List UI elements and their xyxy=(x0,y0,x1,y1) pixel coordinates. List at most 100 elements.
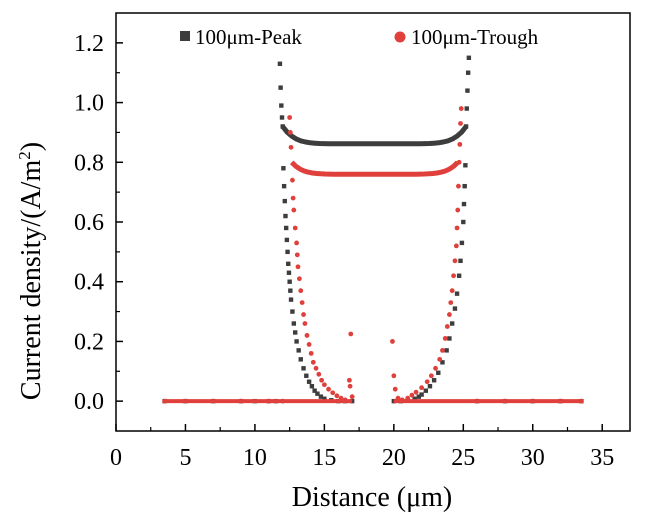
data-point-trough xyxy=(304,333,310,338)
data-point-peak xyxy=(459,240,465,246)
data-point-peak xyxy=(463,124,469,129)
data-point-trough xyxy=(346,377,352,383)
series-trough-plateau xyxy=(289,160,460,177)
data-point-trough xyxy=(310,359,316,365)
plot-frame xyxy=(115,12,631,432)
data-point-peak xyxy=(416,394,422,399)
x-tick-label: 30 xyxy=(521,445,545,471)
data-point-peak xyxy=(423,388,428,393)
data-point-trough xyxy=(451,273,456,279)
data-point-trough xyxy=(291,207,297,213)
data-point-trough xyxy=(338,395,344,401)
data-point-trough xyxy=(287,130,293,135)
data-point-trough xyxy=(306,342,312,347)
data-point-peak xyxy=(461,219,466,225)
data-point-peak xyxy=(464,106,469,111)
data-point-trough xyxy=(447,312,452,317)
data-point-trough xyxy=(390,339,395,344)
data-point-trough xyxy=(448,300,454,306)
data-point-trough xyxy=(321,382,327,388)
y-tick-label: 1.2 xyxy=(74,31,104,57)
x-tick-label: 15 xyxy=(312,445,336,471)
data-point-peak xyxy=(465,70,471,75)
data-point-trough xyxy=(334,393,340,399)
data-point-trough xyxy=(319,377,324,383)
data-point-peak xyxy=(284,237,290,243)
data-point-peak xyxy=(309,384,315,389)
data-point-peak xyxy=(279,115,285,120)
y-axis-title: Current density/(A/m2) xyxy=(15,142,47,400)
data-point-peak xyxy=(281,166,286,171)
data-point-peak xyxy=(461,201,467,207)
data-point-peak xyxy=(298,357,303,362)
data-point-trough xyxy=(428,373,434,379)
data-point-trough xyxy=(399,397,405,403)
data-point-peak xyxy=(301,366,306,371)
y-tick-label: 1.0 xyxy=(74,91,104,117)
axes xyxy=(115,12,631,432)
data-point-trough xyxy=(349,394,355,400)
data-point-trough xyxy=(405,395,411,401)
data-point-trough xyxy=(452,258,458,264)
data-point-trough xyxy=(287,115,293,120)
x-tick-label: 35 xyxy=(590,445,614,471)
data-point-trough xyxy=(419,385,425,391)
data-point-trough xyxy=(440,347,445,353)
y-axis-title-close: ) xyxy=(16,142,47,151)
data-point-peak xyxy=(288,288,293,293)
legend: 100μm-Peak 100μm-Trough xyxy=(180,25,539,49)
y-tick-label: 0.4 xyxy=(74,270,104,296)
x-tick-label: 10 xyxy=(243,445,267,471)
data-point-trough xyxy=(292,225,298,231)
data-point-peak xyxy=(287,279,292,284)
data-point-trough xyxy=(392,386,398,392)
data-point-peak xyxy=(447,336,452,341)
data-point-peak xyxy=(419,392,424,397)
data-point-peak xyxy=(462,183,467,189)
data-point-trough xyxy=(290,195,296,201)
legend-label-trough: 100μm-Trough xyxy=(411,25,539,49)
data-point-trough xyxy=(347,383,353,389)
data-point-peak xyxy=(452,306,458,311)
data-point-trough xyxy=(302,321,308,326)
data-point-trough xyxy=(456,183,461,189)
data-point-peak xyxy=(286,270,292,275)
data-point-trough xyxy=(298,288,304,294)
y-tick-label: 0.6 xyxy=(74,210,104,236)
data-point-peak xyxy=(444,348,449,353)
data-point-peak xyxy=(280,124,285,129)
x-tick-label: 20 xyxy=(382,445,406,471)
data-point-peak xyxy=(315,391,320,396)
data-point-trough xyxy=(502,398,508,404)
data-point-trough xyxy=(280,398,286,404)
data-point-trough xyxy=(342,397,348,403)
data-point-peak xyxy=(318,394,324,399)
data-point-trough xyxy=(348,331,354,337)
series-peak-plateau xyxy=(280,124,469,147)
data-point-peak xyxy=(466,55,472,60)
data-point-trough xyxy=(183,398,188,404)
data-point-peak xyxy=(293,330,298,335)
data-point-trough xyxy=(294,252,300,258)
data-point-trough xyxy=(301,312,306,317)
data-point-trough xyxy=(290,177,295,183)
data-point-trough xyxy=(326,386,331,392)
data-point-trough xyxy=(409,392,415,398)
tick-labels: 0 5 10 15 20 25 30 35 0.0 0.2 0.4 0.6 0.8 1.0 1.2 xyxy=(74,31,614,471)
data-point-trough xyxy=(413,389,419,395)
series-peak-marks xyxy=(162,55,584,404)
data-point-trough xyxy=(530,398,536,404)
data-point-trough xyxy=(391,373,397,379)
data-point-peak xyxy=(412,396,417,401)
series-trough-marks xyxy=(162,106,584,404)
data-point-trough xyxy=(578,398,584,404)
data-point-peak xyxy=(282,198,287,204)
data-point-trough xyxy=(458,121,463,126)
data-point-trough xyxy=(238,398,244,404)
data-point-trough xyxy=(453,243,459,249)
data-point-trough xyxy=(474,398,480,404)
data-point-trough xyxy=(454,225,460,231)
data-point-trough xyxy=(316,371,322,377)
data-point-peak xyxy=(322,396,327,401)
